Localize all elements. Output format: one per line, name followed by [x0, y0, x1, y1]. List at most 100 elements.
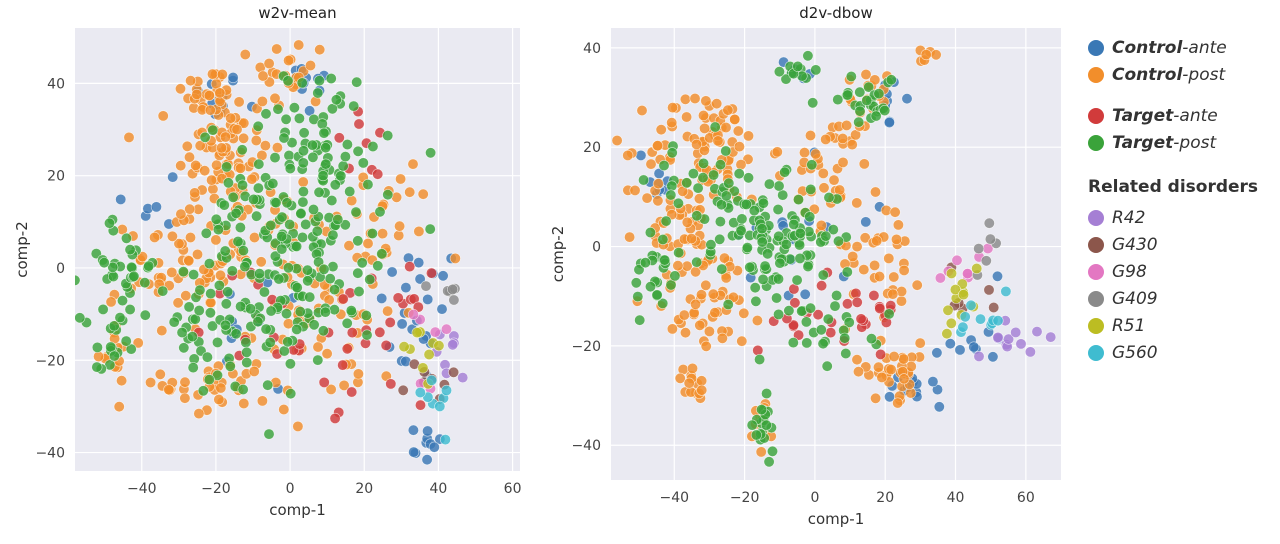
scatter-point [895, 295, 907, 307]
scatter-point [414, 273, 426, 285]
scatter-point [325, 73, 337, 85]
scatter-point [269, 152, 281, 164]
scatter-point [851, 241, 863, 253]
scatter-point [327, 229, 339, 241]
scatter-point [696, 384, 708, 396]
scatter-point [665, 189, 677, 201]
scatter-point [697, 110, 709, 122]
scatter-point [720, 190, 732, 202]
scatter-point [179, 376, 191, 388]
scatter-point [297, 157, 309, 169]
scatter-point [105, 296, 117, 308]
scatter-point [175, 83, 187, 95]
y-tick-label: −40 [571, 438, 601, 454]
scatter-point [238, 117, 250, 129]
scatter-point [652, 178, 664, 190]
scatter-point [75, 312, 86, 324]
scatter-point [297, 196, 309, 208]
scatter-point [709, 307, 721, 319]
scatter-point [851, 197, 863, 209]
scatter-point [673, 247, 685, 259]
scatter-point [860, 69, 872, 81]
scatter-point [337, 293, 349, 305]
scatter-point [272, 103, 284, 115]
legend: Control -ante Control -post Target -ante Targe… [1088, 34, 1278, 366]
scatter-point [761, 387, 773, 399]
scatter-point [879, 105, 891, 117]
legend-disorder-label: G430 [1112, 234, 1158, 255]
scatter-point [659, 254, 671, 266]
scatter-point [755, 446, 767, 458]
scatter-point [457, 372, 469, 384]
scatter-point [1015, 338, 1027, 350]
legend-disorder-label: R42 [1112, 207, 1146, 228]
scatter-point [269, 92, 281, 104]
scatter-point [988, 301, 1000, 313]
y-tick-label: −40 [35, 446, 65, 462]
scatter-point [694, 319, 706, 331]
scatter-point [120, 335, 132, 347]
scatter-point [255, 256, 267, 268]
scatter-point [744, 261, 756, 273]
scatter-point [954, 344, 966, 356]
scatter-point [361, 329, 373, 341]
scatter-point [746, 419, 758, 431]
scatter-point [113, 401, 125, 413]
scatter-point [816, 280, 828, 292]
scatter-point [437, 270, 449, 282]
scatter-point [325, 383, 337, 395]
scatter-point [644, 227, 656, 239]
scatter-point [97, 303, 109, 315]
scatter-point [825, 327, 837, 339]
scatter-point [235, 300, 247, 312]
scatter-point [827, 224, 839, 236]
scatter-point [384, 316, 396, 328]
scatter-point [851, 296, 863, 308]
scatter-point [699, 122, 711, 134]
scatter-point [655, 124, 667, 136]
scatter-point [624, 231, 636, 243]
scatter-point [200, 227, 212, 239]
scatter-point [337, 359, 349, 371]
scatter-point [240, 336, 252, 348]
legend-marker-dot-icon [1088, 66, 1104, 83]
scatter-point [199, 165, 211, 177]
scatter-point [143, 260, 155, 272]
legend-item: R51 [1088, 312, 1278, 339]
scatter-point [121, 232, 133, 244]
scatter-point [241, 346, 253, 358]
scatter-point [973, 350, 985, 362]
scatter-point [705, 239, 717, 251]
scatter-point [429, 326, 441, 338]
scatter-point [804, 130, 816, 142]
scatter-point [172, 297, 184, 309]
scatter-point [372, 168, 384, 180]
scatter-point [337, 160, 349, 172]
scatter-point [280, 308, 292, 320]
y-tick-label: −20 [35, 353, 65, 369]
scatter-point [639, 257, 651, 269]
scatter-point [793, 329, 805, 341]
scatter-point [892, 219, 904, 231]
scatter-point [708, 169, 720, 181]
scatter-point [837, 156, 849, 168]
scatter-point [187, 362, 199, 374]
scatter-point [883, 308, 895, 320]
scatter-point [294, 306, 306, 318]
x-tick-label: −40 [127, 481, 157, 497]
scatter-point [806, 159, 818, 171]
scatter-point [772, 273, 784, 285]
scatter-point [382, 130, 394, 142]
scatter-point [341, 317, 353, 329]
scatter-point [651, 289, 663, 301]
scatter-point [252, 120, 264, 132]
scatter-point [629, 184, 641, 196]
scatter-point [448, 366, 460, 378]
scatter-point [194, 140, 206, 152]
scatter-point [108, 320, 120, 332]
scatter-point [284, 163, 296, 175]
scatter-point [771, 292, 783, 304]
scatter-point [672, 197, 684, 209]
scatter-point [738, 307, 750, 319]
scatter-point [291, 282, 303, 294]
